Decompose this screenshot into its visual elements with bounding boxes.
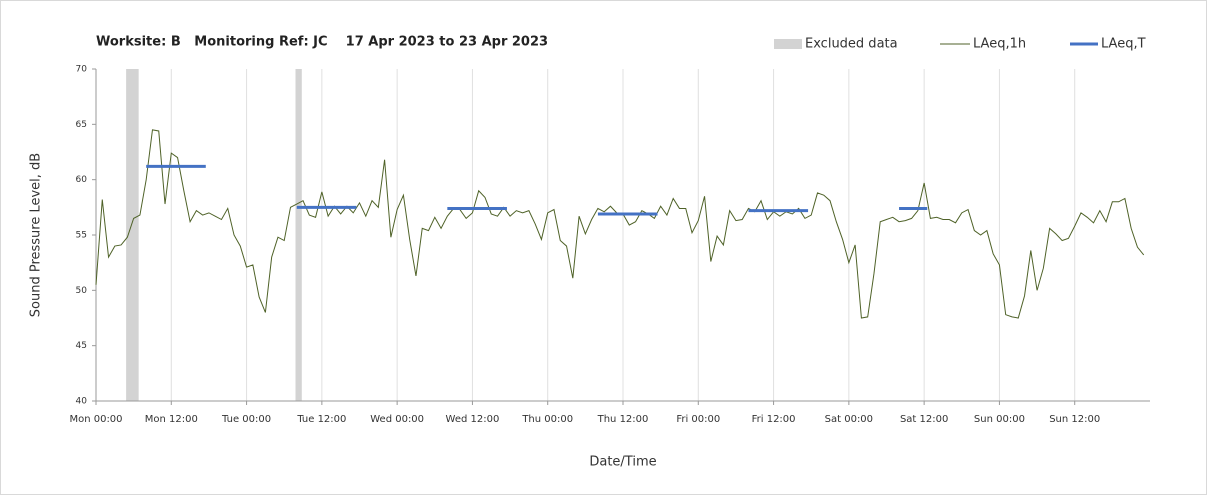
x-tick-label: Sun 00:00 (974, 414, 1025, 425)
y-tick-label: 40 (76, 397, 88, 407)
x-tick-label: Fri 00:00 (676, 414, 720, 425)
chart-title: Worksite: B Monitoring Ref: JC 17 Apr 20… (96, 35, 548, 50)
x-tick-label: Mon 00:00 (69, 414, 122, 425)
excluded-band (295, 69, 302, 401)
x-tick-label: Thu 00:00 (521, 414, 573, 425)
x-tick-label: Fri 12:00 (752, 414, 796, 425)
x-tick-label: Sat 00:00 (825, 414, 873, 425)
x-tick-label: Sat 12:00 (900, 414, 948, 425)
legend-swatch (774, 39, 802, 49)
x-axis-title: Date/Time (589, 455, 656, 470)
y-tick-label: 65 (76, 120, 87, 130)
x-tick-label: Sun 12:00 (1049, 414, 1100, 425)
x-tick-label: Tue 00:00 (221, 414, 271, 425)
x-tick-label: Wed 12:00 (446, 414, 500, 425)
y-tick-label: 55 (76, 231, 87, 241)
x-tick-label: Wed 00:00 (370, 414, 424, 425)
legend-label: Excluded data (805, 37, 898, 52)
y-tick-label: 60 (76, 175, 88, 185)
y-tick-label: 45 (76, 341, 87, 351)
y-axis-title: Sound Pressure Level, dB (29, 153, 44, 317)
legend-label: LAeq,T (1101, 37, 1146, 52)
x-tick-label: Tue 12:00 (296, 414, 346, 425)
x-tick-label: Thu 12:00 (597, 414, 649, 425)
legend-label: LAeq,1h (973, 37, 1026, 52)
y-tick-label: 50 (76, 286, 88, 296)
x-tick-label: Mon 12:00 (145, 414, 198, 425)
y-tick-label: 70 (76, 65, 88, 75)
excluded-band (126, 69, 139, 401)
